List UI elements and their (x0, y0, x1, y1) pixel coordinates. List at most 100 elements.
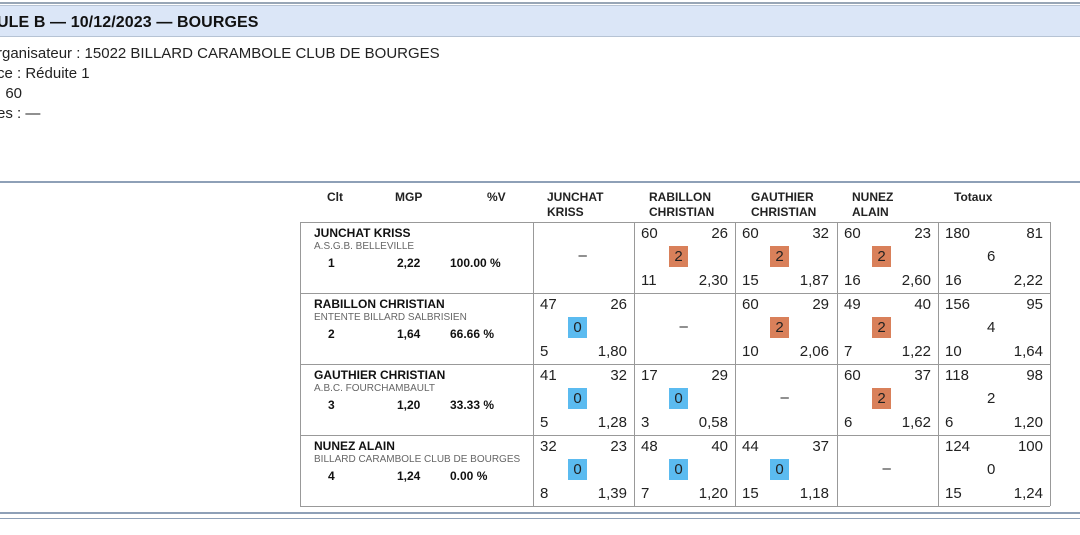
match-average: 2,06 (799, 343, 829, 360)
col-header-player-3-line1: GAUTHIER (751, 190, 814, 204)
grid-right-border (1050, 222, 1051, 506)
match-reprises: 29 (711, 367, 728, 384)
total-best-series: 10 (945, 343, 962, 360)
player-rank: 2 (328, 327, 335, 341)
match-reprises: 26 (711, 225, 728, 242)
match-best-series: 5 (540, 414, 549, 431)
column-border (735, 222, 736, 506)
player-pct-victories: 66.66 % (450, 327, 495, 341)
col-header-player-3-line2: CHRISTIAN (751, 205, 817, 219)
match-best-series: 7 (844, 343, 853, 360)
total-reprises: 95 (1026, 296, 1043, 313)
player-club: A.B.C. FOURCHAMBAULT (314, 383, 435, 394)
match-best-series: 15 (742, 485, 759, 502)
total-points: 124 (945, 438, 971, 455)
reprises-line: es : — (0, 105, 41, 122)
match-average: 2,30 (698, 272, 728, 289)
match-average: 2,60 (901, 272, 931, 289)
col-header-totaux: Totaux (954, 190, 993, 204)
total-best-series: 15 (945, 485, 962, 502)
total-reprises: 98 (1026, 367, 1043, 384)
match-average: 1,87 (799, 272, 829, 289)
win-points-badge: 2 (872, 388, 891, 409)
total-average: 1,20 (1013, 414, 1043, 431)
empty-match-dash: – (882, 460, 891, 477)
match-reprises: 32 (610, 367, 627, 384)
match-best-series: 11 (641, 272, 657, 289)
match-reprises: 40 (711, 438, 728, 455)
match-reprises: 29 (812, 296, 829, 313)
player-name: GAUTHIER CHRISTIAN (314, 368, 446, 382)
total-reprises: 81 (1026, 225, 1043, 242)
total-reprises: 100 (1017, 438, 1043, 455)
match-points: 60 (742, 296, 759, 313)
column-border (837, 222, 838, 506)
win-points-badge: 2 (770, 317, 789, 338)
results-grid: JUNCHAT KRISS A.S.G.B. BELLEVILLE 1 2,22 100… (300, 222, 1051, 507)
column-border (938, 222, 939, 506)
row-border (300, 364, 1050, 365)
player-name: JUNCHAT KRISS (314, 226, 411, 240)
top-rule (0, 0, 1080, 4)
row-border (300, 222, 1050, 223)
bottom-rule (0, 512, 1080, 514)
player-rank: 1 (328, 256, 335, 270)
total-best-series: 16 (945, 272, 962, 289)
match-reprises: 37 (812, 438, 829, 455)
player-mgp: 1,24 (397, 469, 421, 483)
col-header-player-3: GAUTHIER CHRISTIAN (751, 190, 816, 220)
match-reprises: 32 (812, 225, 829, 242)
player-rank: 4 (328, 469, 335, 483)
match-best-series: 8 (540, 485, 549, 502)
player-club: A.S.G.B. BELLEVILLE (314, 241, 415, 252)
match-best-series: 10 (742, 343, 759, 360)
win-points-badge: 2 (669, 246, 688, 267)
player-club: BILLARD CARAMBOLE CLUB DE BOURGES (314, 454, 521, 465)
player-name: RABILLON CHRISTIAN (314, 297, 445, 311)
poule-title: ULE B — 10/12/2023 — BOURGES (0, 14, 259, 31)
column-border (634, 222, 635, 506)
match-points: 49 (844, 296, 861, 313)
loss-points-badge: 0 (669, 388, 688, 409)
win-points-badge: 2 (872, 246, 891, 267)
match-best-series: 15 (742, 272, 759, 289)
organisateur-line: rganisateur : 15022 BILLARD CARAMBOLE CL… (0, 45, 440, 62)
match-average: 1,20 (698, 485, 728, 502)
match-average: 1,80 (597, 343, 627, 360)
row-border (300, 435, 1050, 436)
player-name: NUNEZ ALAIN (314, 439, 395, 453)
match-points: 48 (641, 438, 658, 455)
poule-header: ULE B — 10/12/2023 — BOURGES (0, 5, 1080, 37)
player-club: ENTENTE BILLARD SALBRISIEN (314, 312, 467, 323)
col-header-player-4: NUNEZ ALAIN (852, 190, 893, 220)
total-points: 118 (945, 367, 969, 384)
col-header-player-2-line1: RABILLON (649, 190, 711, 204)
match-best-series: 3 (641, 414, 650, 431)
section-divider (0, 181, 1080, 183)
total-match-points: 2 (987, 390, 996, 407)
match-best-series: 5 (540, 343, 549, 360)
win-points-badge: 2 (770, 246, 789, 267)
match-points: 60 (844, 367, 861, 384)
loss-points-badge: 0 (568, 317, 587, 338)
total-match-points: 0 (987, 461, 996, 478)
col-header-mgp: MGP (395, 190, 423, 204)
player-rank: 3 (328, 398, 335, 412)
col-header-player-2-line2: CHRISTIAN (649, 205, 715, 219)
match-average: 1,39 (597, 485, 627, 502)
row-border (300, 293, 1050, 294)
col-header-player-1-line2: KRISS (547, 205, 584, 219)
col-header-player-4-line2: ALAIN (852, 205, 889, 219)
match-average: 1,18 (799, 485, 829, 502)
loss-points-badge: 0 (770, 459, 789, 480)
match-reprises: 26 (610, 296, 627, 313)
player-pct-victories: 0.00 % (450, 469, 488, 483)
player-mgp: 2,22 (397, 256, 421, 270)
empty-match-dash: – (679, 318, 688, 335)
match-points: 44 (742, 438, 759, 455)
total-best-series: 6 (945, 414, 954, 431)
match-points: 60 (742, 225, 759, 242)
match-best-series: 7 (641, 485, 650, 502)
match-points: 41 (540, 367, 557, 384)
loss-points-badge: 0 (568, 459, 587, 480)
